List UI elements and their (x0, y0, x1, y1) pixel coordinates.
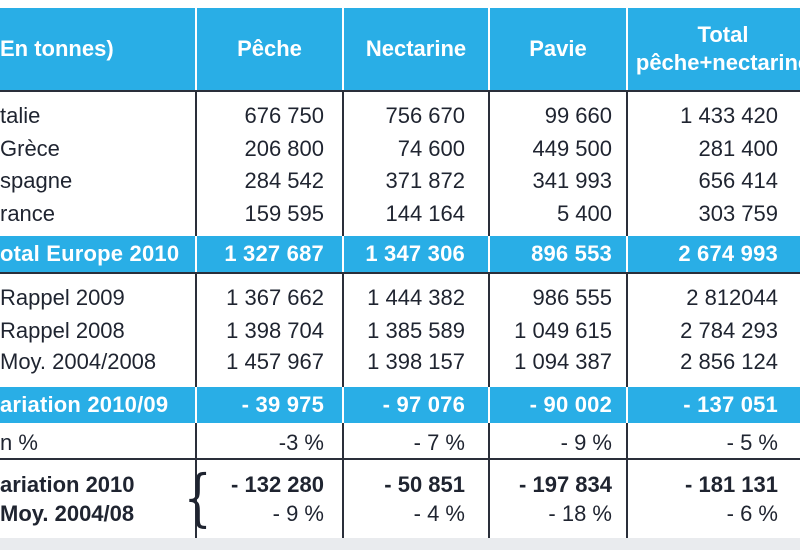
row-label: Grèce (0, 136, 60, 161)
cell-nectarine: 756 670 (385, 103, 465, 128)
band2-divider-2 (342, 387, 344, 423)
cell-nectarine: 1 385 589 (367, 318, 465, 343)
col-divider-2 (342, 90, 344, 538)
header-unit-label: En tonnes) (0, 36, 114, 61)
variation-total: - 137 051 (683, 392, 778, 417)
total-europe-total: 2 674 993 (678, 241, 778, 266)
cell-total: 2 856 124 (680, 349, 778, 374)
variation-label: ariation 2010/09 (0, 392, 169, 417)
rule-history-top (0, 272, 800, 274)
variation-peche: - 39 975 (241, 392, 324, 417)
cell-peche: 1 398 704 (226, 318, 324, 343)
col-divider-3 (488, 90, 490, 538)
total-europe-nectarine: 1 347 306 (365, 241, 465, 266)
cell-peche: 284 542 (244, 168, 324, 193)
band1-divider-3 (488, 236, 490, 272)
cell-nectarine: 74 600 (397, 136, 465, 161)
total-europe-peche: 1 327 687 (224, 241, 324, 266)
header-divider-3 (488, 8, 490, 90)
row-label: spagne (0, 168, 73, 193)
cell-pavie: 341 993 (532, 168, 612, 193)
cell-nectarine: 371 872 (385, 168, 465, 193)
cell-total: 303 759 (698, 201, 778, 226)
variation-moy-nectarine-pct: - 4 % (413, 501, 465, 526)
cell-peche: 676 750 (244, 103, 324, 128)
header-peche-label: Pêche (237, 36, 302, 61)
cell-total: 281 400 (698, 136, 778, 161)
cell-pavie: 1 049 615 (514, 318, 612, 343)
cell-peche: -3 % (278, 430, 324, 455)
header-nectarine: Nectarine (344, 8, 488, 90)
header-pavie-label: Pavie (529, 36, 587, 61)
variation-band (0, 387, 800, 423)
rule-pct-bottom (0, 458, 800, 460)
col-divider-4 (626, 90, 628, 538)
variation-pavie: - 90 002 (529, 392, 612, 417)
cell-pavie: 449 500 (532, 136, 612, 161)
cell-nectarine: - 7 % (413, 430, 465, 455)
rule-under-header (0, 90, 800, 92)
header-pavie: Pavie (490, 8, 626, 90)
cell-total: 1 433 420 (680, 103, 778, 128)
row-label: rance (0, 201, 56, 226)
cell-peche: 1 457 967 (226, 349, 324, 374)
col-divider-1 (195, 90, 197, 538)
variation-moy-total-pct: - 6 % (726, 501, 778, 526)
variation-moy-label-2: Moy. 2004/08 (0, 501, 135, 526)
curly-brace: { (183, 461, 212, 534)
total-europe-label: otal Europe 2010 (0, 241, 180, 266)
variation-moy-peche-pct: - 9 % (272, 501, 324, 526)
cell-total: 656 414 (698, 168, 778, 193)
cell-peche: 1 367 662 (226, 285, 324, 310)
page-bottom-strip (0, 538, 800, 550)
cell-total: 2 812044 (686, 285, 778, 310)
cell-nectarine: 144 164 (385, 201, 465, 226)
row-label: Rappel 2008 (0, 318, 125, 343)
cell-pavie: 986 555 (532, 285, 612, 310)
cell-pavie: - 9 % (560, 430, 612, 455)
header-total-line2: pêche+nectarine (635, 50, 800, 75)
header-divider-1 (195, 8, 197, 90)
cell-total: - 5 % (726, 430, 778, 455)
cell-total: 2 784 293 (680, 318, 778, 343)
variation-moy-pavie-pct: - 18 % (548, 501, 612, 526)
header-divider-2 (342, 8, 344, 90)
band1-divider-1 (195, 236, 197, 272)
cell-nectarine: 1 444 382 (367, 285, 465, 310)
cell-peche: 206 800 (244, 136, 324, 161)
variation-moy-peche: - 132 280 (231, 472, 324, 497)
band1-divider-2 (342, 236, 344, 272)
cell-nectarine: 1 398 157 (367, 349, 465, 374)
header-divider-4 (626, 8, 628, 90)
variation-moy-label-1: ariation 2010 (0, 472, 135, 497)
cell-pavie: 5 400 (556, 201, 612, 226)
variation-moy-nectarine: - 50 851 (384, 472, 465, 497)
total-europe-band (0, 236, 800, 272)
cell-pavie: 1 094 387 (514, 349, 612, 374)
header-peche: Pêche (197, 8, 342, 90)
variation-moy-pavie: - 197 834 (519, 472, 612, 497)
band2-divider-3 (488, 387, 490, 423)
header-total-line1: Total (697, 22, 749, 47)
band1-divider-4 (626, 236, 628, 272)
variation-nectarine: - 97 076 (382, 392, 465, 417)
row-label: Moy. 2004/2008 (0, 349, 157, 374)
row-label: talie (0, 103, 41, 128)
band2-divider-1 (195, 387, 197, 423)
header-nectarine-label: Nectarine (365, 36, 467, 61)
cell-peche: 159 595 (244, 201, 324, 226)
total-europe-pavie: 896 553 (531, 241, 612, 266)
band2-divider-4 (626, 387, 628, 423)
header-unit: En tonnes) (0, 8, 195, 90)
variation-moy-total: - 181 131 (685, 472, 778, 497)
row-label: n % (0, 430, 38, 455)
production-table: En tonnes) Pêche Nectarine Pavie Total p… (0, 8, 800, 538)
header-total: Total pêche+nectarine (628, 8, 800, 90)
cell-pavie: 99 660 (544, 103, 612, 128)
row-label: Rappel 2009 (0, 285, 125, 310)
